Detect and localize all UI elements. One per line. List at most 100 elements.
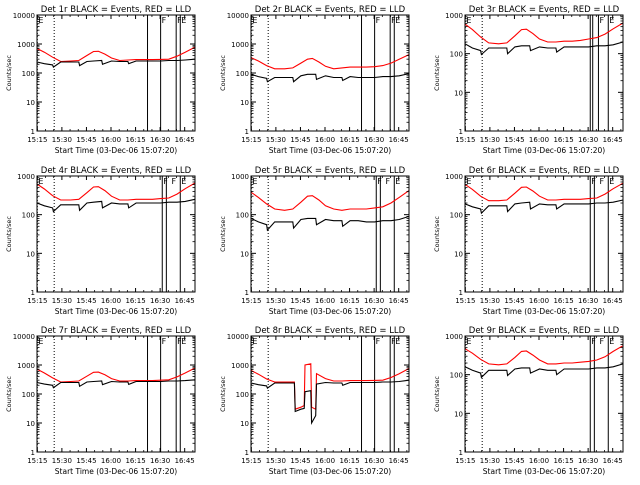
x-tick-label: 16:15 bbox=[339, 457, 359, 465]
x-tick-label: 16:30 bbox=[150, 136, 170, 144]
x-axis-label: Start Time (03-Dec-06 15:07:20) bbox=[269, 146, 391, 155]
panel-title: Det 1r BLACK = Events, RED = LLD bbox=[41, 5, 192, 15]
x-axis-label: Start Time (03-Dec-06 15:07:20) bbox=[269, 467, 391, 476]
plot-frame bbox=[250, 335, 410, 453]
flag-label: F bbox=[391, 16, 396, 25]
y-tick-label: 1000 bbox=[445, 333, 463, 341]
x-tick-label: 16:45 bbox=[389, 136, 409, 144]
y-tick-label: 1000 bbox=[231, 41, 249, 49]
plot-frame bbox=[464, 335, 624, 453]
x-tick-label: 16:00 bbox=[529, 297, 549, 305]
flag-label: E bbox=[395, 177, 400, 186]
flag-label: E bbox=[395, 16, 400, 25]
x-tick-label: 16:15 bbox=[553, 136, 573, 144]
y-tick-label: 1 bbox=[245, 449, 249, 457]
y-tick-label: 1000 bbox=[445, 12, 463, 20]
x-tick-label: 16:30 bbox=[364, 136, 384, 144]
flag-label: E bbox=[252, 16, 257, 25]
panel-det-4: Det 4r BLACK = Events, RED = LLD Counts/s… bbox=[5, 166, 196, 316]
x-tick-label: 16:45 bbox=[603, 457, 623, 465]
x-tick-label: 16:00 bbox=[315, 457, 335, 465]
y-tick-label: 10 bbox=[454, 410, 463, 418]
panel-det-5: Det 5r BLACK = Events, RED = LLD Counts/s… bbox=[219, 166, 410, 316]
x-tick-label: 15:15 bbox=[455, 297, 475, 305]
y-axis-label: Counts/sec bbox=[219, 55, 227, 91]
y-tick-label: 10000 bbox=[13, 333, 35, 341]
x-tick-label: 15:15 bbox=[241, 297, 261, 305]
panel-det-2: Det 2r BLACK = Events, RED = LLD Counts/s… bbox=[219, 5, 410, 155]
x-tick-label: 15:45 bbox=[76, 297, 96, 305]
x-tick-label: 15:15 bbox=[27, 136, 47, 144]
y-tick-label: 1000 bbox=[17, 362, 35, 370]
x-tick-label: 15:45 bbox=[290, 457, 310, 465]
flag-label: E bbox=[395, 337, 400, 346]
x-tick-label: 16:15 bbox=[125, 457, 145, 465]
flag-label: F bbox=[162, 16, 167, 25]
y-tick-label: 1000 bbox=[445, 173, 463, 181]
x-tick-label: 15:30 bbox=[266, 457, 286, 465]
x-tick-label: 16:00 bbox=[315, 297, 335, 305]
flag-label: F bbox=[177, 337, 182, 346]
y-tick-label: 1 bbox=[31, 449, 35, 457]
x-tick-label: 16:15 bbox=[125, 136, 145, 144]
y-axis-label: Counts/sec bbox=[433, 376, 441, 412]
x-tick-label: 15:30 bbox=[480, 457, 500, 465]
series-events-line bbox=[250, 215, 410, 232]
y-tick-label: 10 bbox=[26, 99, 35, 107]
x-tick-label: 16:30 bbox=[364, 457, 384, 465]
y-tick-label: 10 bbox=[240, 250, 249, 258]
flag-label: E bbox=[38, 337, 43, 346]
flag-label: F bbox=[591, 337, 596, 346]
y-tick-label: 1 bbox=[245, 289, 249, 297]
panel-title: Det 6r BLACK = Events, RED = LLD bbox=[469, 166, 620, 176]
x-axis-label: Start Time (03-Dec-06 15:07:20) bbox=[483, 307, 605, 316]
panel-det-3: Det 3r BLACK = Events, RED = LLD Counts/s… bbox=[433, 5, 624, 155]
x-tick-label: 15:45 bbox=[504, 457, 524, 465]
x-tick-label: 16:45 bbox=[389, 297, 409, 305]
y-axis-label: Counts/sec bbox=[5, 376, 13, 412]
x-tick-label: 15:15 bbox=[27, 297, 47, 305]
x-axis-label: Start Time (03-Dec-06 15:07:20) bbox=[483, 467, 605, 476]
flag-label: E bbox=[38, 177, 43, 186]
flag-label: F bbox=[171, 177, 176, 186]
panel-det-7: Det 7r BLACK = Events, RED = LLD Counts/s… bbox=[5, 326, 196, 476]
flag-label: F bbox=[391, 337, 396, 346]
y-tick-label: 10000 bbox=[227, 12, 249, 20]
x-tick-label: 15:30 bbox=[52, 136, 72, 144]
series-lld-line bbox=[464, 345, 624, 366]
series-events-line bbox=[464, 41, 624, 56]
y-tick-label: 1000 bbox=[231, 362, 249, 370]
y-axis-label: Counts/sec bbox=[219, 216, 227, 252]
y-axis-label: Counts/sec bbox=[433, 55, 441, 91]
flag-label: E bbox=[609, 337, 614, 346]
x-tick-label: 15:15 bbox=[27, 457, 47, 465]
y-tick-label: 100 bbox=[22, 70, 35, 78]
x-tick-label: 15:45 bbox=[76, 136, 96, 144]
y-tick-label: 100 bbox=[236, 391, 249, 399]
flag-label: E bbox=[466, 177, 471, 186]
flag-label: E bbox=[181, 337, 186, 346]
flag-label: E bbox=[609, 16, 614, 25]
flag-label: E bbox=[609, 177, 614, 186]
panel-title: Det 9r BLACK = Events, RED = LLD bbox=[469, 326, 620, 336]
series-lld-line bbox=[36, 46, 196, 63]
x-axis-label: Start Time (03-Dec-06 15:07:20) bbox=[483, 146, 605, 155]
flag-label: F bbox=[163, 177, 168, 186]
series-events-line bbox=[464, 199, 624, 215]
x-tick-label: 15:15 bbox=[241, 136, 261, 144]
y-tick-label: 100 bbox=[236, 212, 249, 220]
x-tick-label: 15:45 bbox=[290, 136, 310, 144]
x-axis-label: Start Time (03-Dec-06 15:07:20) bbox=[55, 467, 177, 476]
y-axis-label: Counts/sec bbox=[5, 55, 13, 91]
flag-label: E bbox=[252, 337, 257, 346]
series-events-line bbox=[36, 379, 196, 389]
x-tick-label: 16:45 bbox=[389, 457, 409, 465]
y-tick-label: 1000 bbox=[17, 41, 35, 49]
y-axis-label: Counts/sec bbox=[433, 216, 441, 252]
x-tick-label: 16:45 bbox=[175, 136, 195, 144]
panel-det-8: Det 8r BLACK = Events, RED = LLD Counts/s… bbox=[219, 326, 410, 476]
y-tick-label: 100 bbox=[450, 212, 463, 220]
x-tick-label: 15:45 bbox=[76, 457, 96, 465]
x-tick-label: 15:30 bbox=[480, 297, 500, 305]
